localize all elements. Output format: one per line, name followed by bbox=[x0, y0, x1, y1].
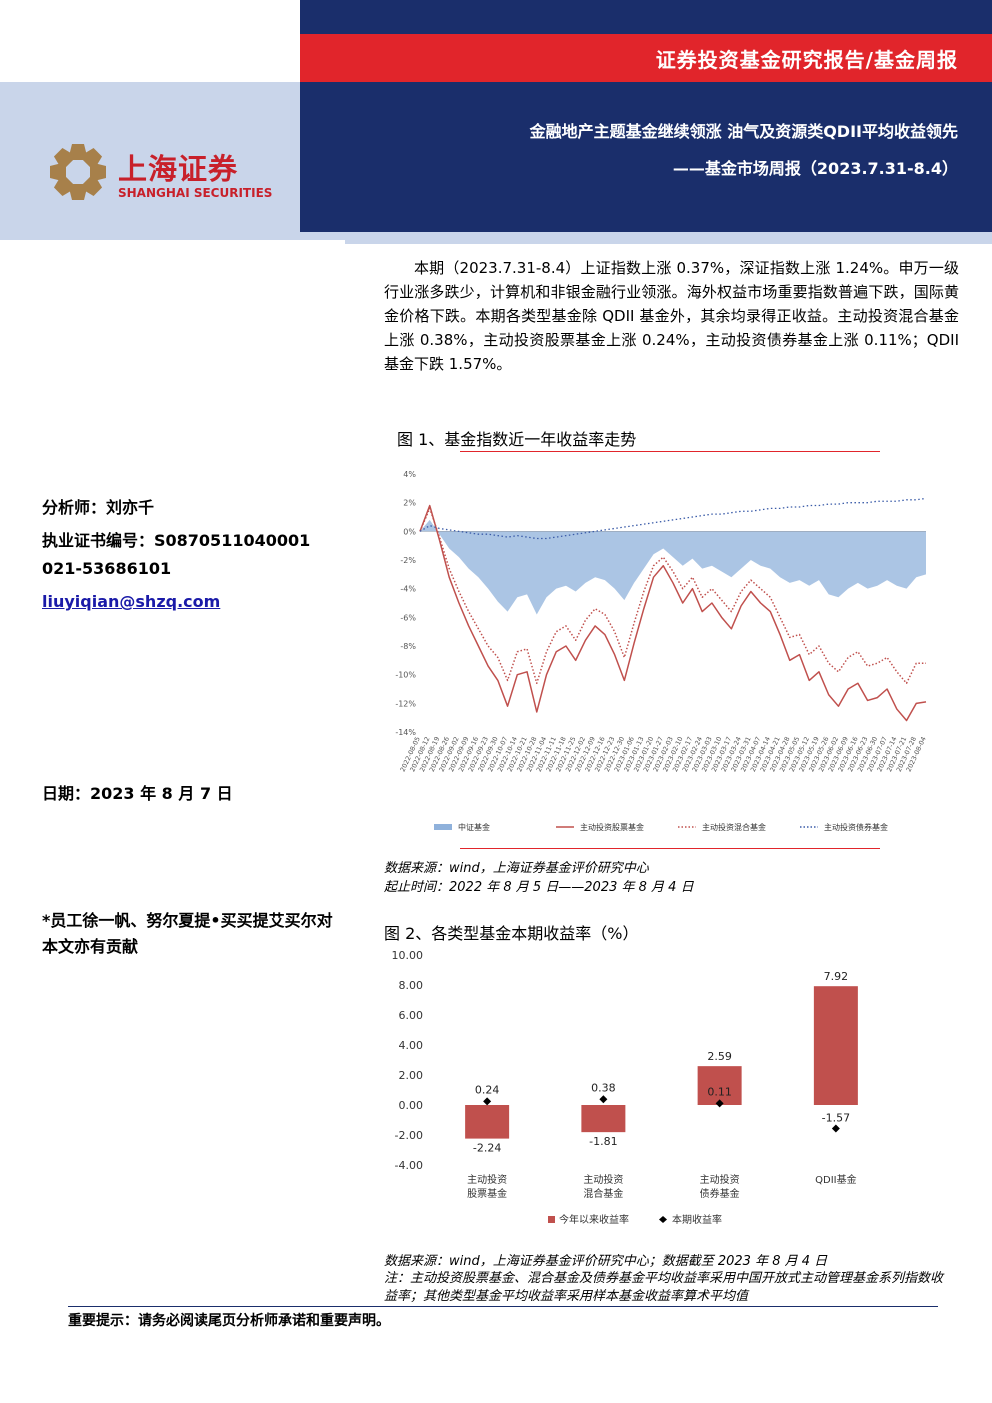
report-subheadline: ——基金市场周报（2023.7.31-8.4） bbox=[672, 159, 958, 178]
logo-text-cn: 上海证券 bbox=[118, 152, 239, 186]
legend-swatch bbox=[548, 1216, 555, 1223]
x-category-label: 债券基金 bbox=[700, 1187, 740, 1200]
x-category-label: 混合基金 bbox=[583, 1187, 623, 1200]
figure2-note: 注：主动投资股票基金、混合基金及债券基金平均收益率采用中国开放式主动管理基金系列… bbox=[384, 1271, 944, 1304]
marker-data-label: 0.24 bbox=[475, 1083, 500, 1096]
bar-data-label: -1.81 bbox=[589, 1135, 617, 1148]
header-band-main bbox=[300, 82, 992, 232]
series-area-中证基金 bbox=[420, 519, 926, 615]
x-category-label: 股票基金 bbox=[467, 1187, 507, 1200]
y-tick-label: -14% bbox=[395, 728, 416, 737]
report-headline: 金融地产主题基金继续领涨 油气及资源类QDII平均收益领先 bbox=[529, 122, 958, 141]
figure2-chart: 10.00 8.00 6.00 4.00 2.00 0.00 -2.00 -4.00 -2.24… bbox=[392, 949, 858, 1226]
y-tick-label: -4% bbox=[400, 585, 416, 594]
marker-point bbox=[831, 1124, 840, 1133]
series-line-主动投资债券基金 bbox=[419, 497, 927, 540]
legend-label: 主动投资混合基金 bbox=[702, 822, 766, 832]
y-tick-label: 6.00 bbox=[399, 1009, 424, 1022]
contributors-note: *员工徐一帆、努尔夏提•买买提艾买尔对本文亦有贡献 bbox=[42, 911, 333, 956]
header-band-red bbox=[300, 34, 992, 82]
figure2-title: 图 2、各类型基金本期收益率（%） bbox=[384, 924, 639, 943]
legend-swatch bbox=[434, 824, 452, 830]
x-category-label: 主动投资 bbox=[583, 1173, 623, 1186]
header-strip-left bbox=[0, 232, 345, 240]
header-band-top bbox=[300, 0, 992, 34]
marker-point bbox=[715, 1099, 724, 1108]
legend-label: 中证基金 bbox=[458, 822, 490, 832]
summary-paragraph: 本期（2023.7.31-8.4）上证指数上涨 0.37%，深证指数上涨 1.2… bbox=[384, 259, 959, 373]
y-tick-label: -6% bbox=[400, 613, 416, 622]
analyst-name: 分析师：刘亦千 bbox=[42, 498, 155, 517]
y-tick-label: 10.00 bbox=[392, 949, 424, 962]
series-line-主动投资混合基金 bbox=[419, 507, 926, 685]
y-tick-label: -2.00 bbox=[395, 1129, 423, 1142]
notice-rule bbox=[68, 1306, 938, 1307]
y-tick-label: 0% bbox=[403, 527, 416, 536]
important-notice: 重要提示：请务必阅读尾页分析师承诺和重要声明。 bbox=[68, 1313, 390, 1329]
y-tick-label: -2% bbox=[400, 556, 416, 565]
marker-data-label: 0.11 bbox=[707, 1085, 732, 1098]
legend-label: 主动投资股票基金 bbox=[580, 822, 644, 832]
series-line-主动投资股票基金 bbox=[419, 504, 927, 722]
legend-label: 主动投资债券基金 bbox=[824, 822, 888, 832]
bar bbox=[581, 1105, 626, 1133]
logo-text-en: SHANGHAI SECURITIES bbox=[118, 186, 273, 200]
y-tick-label: -12% bbox=[395, 699, 416, 708]
marker-data-label: 0.38 bbox=[591, 1081, 616, 1094]
legend-label: 今年以来收益率 bbox=[559, 1213, 629, 1226]
legend-swatch bbox=[659, 1216, 667, 1223]
x-category-label: 主动投资 bbox=[467, 1173, 507, 1186]
y-tick-label: 8.00 bbox=[399, 979, 424, 992]
company-logo-icon bbox=[50, 144, 106, 200]
y-tick-label: 4% bbox=[403, 470, 416, 479]
figure1-title: 图 1、基金指数近一年收益率走势 bbox=[397, 430, 637, 449]
bar-data-label: -2.24 bbox=[473, 1142, 501, 1155]
y-tick-label: -10% bbox=[395, 671, 416, 680]
header-strip bbox=[345, 232, 992, 244]
marker-data-label: -1.57 bbox=[822, 1112, 850, 1125]
marker-point bbox=[599, 1095, 608, 1104]
figure1-source: 数据来源：wind，上海证券基金评价研究中心 bbox=[384, 861, 649, 876]
report-type: 证券投资基金研究报告/基金周报 bbox=[655, 48, 958, 72]
bar bbox=[813, 986, 858, 1105]
report-date: 日期：2023 年 8 月 7 日 bbox=[42, 784, 233, 803]
figure1-chart: 4%2%0%-2%-4%-6%-8%-10%-12%-14%2022-08-05… bbox=[395, 470, 927, 832]
bar bbox=[465, 1105, 510, 1139]
figure2-source: 数据来源：wind，上海证券基金评价研究中心；数据截至 2023 年 8 月 4… bbox=[384, 1254, 828, 1269]
bar-data-label: 2.59 bbox=[707, 1050, 732, 1063]
bar-data-label: 7.92 bbox=[824, 970, 849, 983]
figure1-rule-bottom bbox=[460, 848, 880, 849]
y-tick-label: 0.00 bbox=[399, 1099, 424, 1112]
y-tick-label: -4.00 bbox=[395, 1159, 423, 1172]
logo-panel bbox=[0, 82, 300, 232]
analyst-email-link[interactable]: liuyiqian@shzq.com bbox=[42, 592, 221, 611]
y-tick-label: 4.00 bbox=[399, 1039, 424, 1052]
x-category-label: 主动投资 bbox=[700, 1173, 740, 1186]
legend-label: 本期收益率 bbox=[672, 1213, 722, 1226]
x-category-label: QDII基金 bbox=[815, 1173, 856, 1186]
y-tick-label: 2.00 bbox=[399, 1069, 424, 1082]
figure1-rule-top bbox=[460, 451, 880, 452]
analyst-phone: 021-53686101 bbox=[42, 559, 172, 578]
y-tick-label: 2% bbox=[403, 499, 416, 508]
y-tick-label: -8% bbox=[400, 642, 416, 651]
analyst-cert: 执业证书编号：S0870511040001 bbox=[42, 531, 311, 550]
marker-point bbox=[483, 1097, 492, 1106]
figure1-range: 起止时间：2022 年 8 月 5 日——2023 年 8 月 4 日 bbox=[384, 880, 694, 895]
bar bbox=[697, 1066, 742, 1105]
